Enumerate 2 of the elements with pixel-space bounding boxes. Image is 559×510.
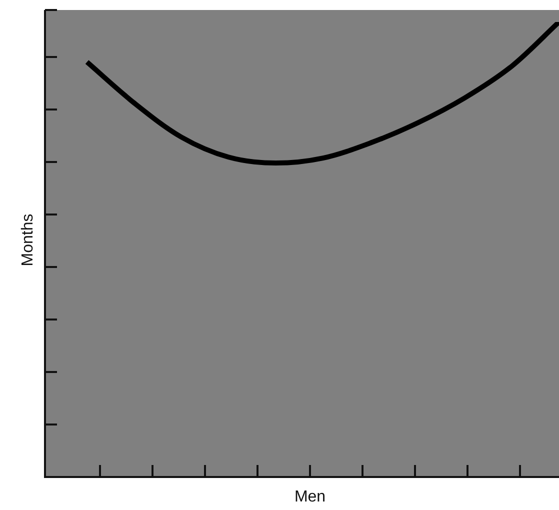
x-axis-title: Men	[294, 488, 326, 506]
y-axis-title: Months	[19, 214, 36, 266]
